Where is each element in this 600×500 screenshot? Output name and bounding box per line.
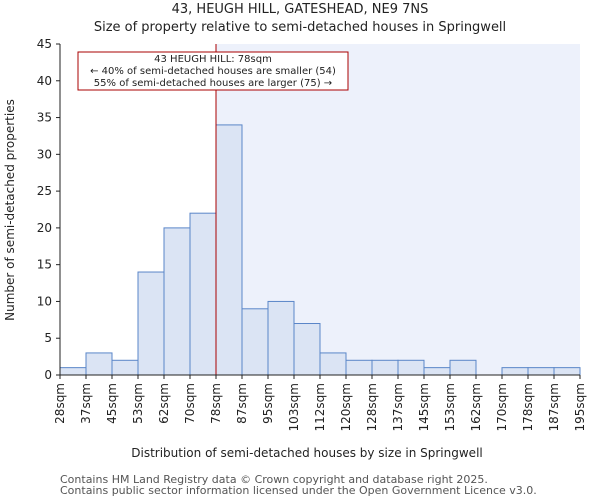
x-tick-label-162sqm: 162sqm [469,383,483,431]
bar-153sqm [449,359,477,376]
bar-45sqm [111,359,139,376]
chart-subtitle: Size of property relative to semi-detach… [94,20,506,35]
y-tick-label-5: 5 [44,331,52,345]
x-tick-label-195sqm: 195sqm [573,383,587,431]
bar-37sqm [85,352,113,376]
bar-87sqm [241,308,269,376]
x-tick-label-112sqm: 112sqm [313,383,327,431]
y-tick-label-30: 30 [37,147,52,161]
bar-178sqm [527,367,555,376]
y-tick-label-0: 0 [44,368,52,382]
footer-line-2: Contains public sector information licen… [60,484,537,497]
bar-128sqm [371,359,399,376]
y-axis-label: Number of semi-detached properties [3,99,17,321]
y-tick-label-40: 40 [37,74,52,88]
x-tick-label-78sqm: 78sqm [209,383,223,424]
x-tick-label-87sqm: 87sqm [235,383,249,424]
x-tick-label-103sqm: 103sqm [287,383,301,431]
x-tick-label-45sqm: 45sqm [105,383,119,424]
bar-70sqm [189,212,217,376]
bar-145sqm [423,367,451,376]
y-tick-label-35: 35 [37,111,52,125]
x-tick-label-62sqm: 62sqm [157,383,171,424]
y-tick-label-15: 15 [37,258,52,272]
bar-78sqm [215,124,243,376]
y-tick-label-45: 45 [37,37,52,51]
bar-112sqm [319,352,347,376]
chart-title: 43, HEUGH HILL, GATESHEAD, NE9 7NS [172,2,429,17]
x-tick-label-170sqm: 170sqm [495,383,509,431]
bar-120sqm [345,359,373,376]
bar-187sqm [553,367,581,376]
x-tick-label-28sqm: 28sqm [53,383,67,424]
y-tick-label-25: 25 [37,184,52,198]
y-tick-label-20: 20 [37,221,52,235]
bar-170sqm [501,367,529,376]
x-tick-label-178sqm: 178sqm [521,383,535,431]
bar-62sqm [163,227,191,376]
y-tick-label-10: 10 [37,294,52,308]
x-axis-label: Distribution of semi-detached houses by … [131,446,482,460]
x-tick-label-95sqm: 95sqm [261,383,275,424]
x-tick-label-70sqm: 70sqm [183,383,197,424]
footer-line-1: Contains HM Land Registry data © Crown c… [60,473,488,486]
x-tick-label-120sqm: 120sqm [339,383,353,431]
x-tick-label-37sqm: 37sqm [79,383,93,424]
annotation-line-2: ← 40% of semi-detached houses are smalle… [90,66,336,77]
x-tick-label-53sqm: 53sqm [131,383,145,424]
x-tick-label-153sqm: 153sqm [443,383,457,431]
x-tick-label-137sqm: 137sqm [391,383,405,431]
bar-28sqm [59,367,87,376]
bar-53sqm [137,271,165,376]
annotation-line-3: 55% of semi-detached houses are larger (… [94,78,332,89]
x-tick-label-145sqm: 145sqm [417,383,431,431]
bar-137sqm [397,359,425,376]
annotation-line-1: 43 HEUGH HILL: 78sqm [154,54,272,65]
x-tick-label-187sqm: 187sqm [547,383,561,431]
y-ticks: 0 5 10 15 20 25 30 35 40 45 [37,37,60,382]
bar-103sqm [293,323,321,376]
annotation-box [77,51,349,91]
x-tick-label-128sqm: 128sqm [365,383,379,431]
x-ticks: 28sqm 37sqm 45sqm 53sqm 62sqm 70sqm 78sqm 87sqm… [53,375,587,431]
bar-95sqm [267,300,295,376]
